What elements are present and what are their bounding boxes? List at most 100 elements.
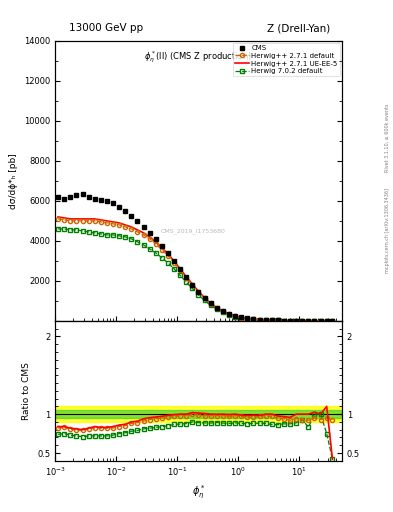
Text: 13000 GeV pp: 13000 GeV pp [69,23,143,33]
CMS [196,289,201,295]
Line: Herwig++ 2.7.1 default: Herwig++ 2.7.1 default [56,217,334,323]
CMS [263,317,268,323]
Herwig++ 2.7.1 default [68,218,73,224]
Herwig++ 2.7.1 UE-EE-5 [111,219,116,225]
Herwig 7.0.2 default [300,317,305,324]
Herwig++ 2.7.1 default [282,317,286,324]
Herwig 7.0.2 default [318,318,323,324]
Herwig++ 2.7.1 default [117,222,121,228]
Herwig++ 2.7.1 default [56,216,61,222]
CMS [98,197,103,203]
Herwig++ 2.7.1 default [220,308,225,314]
CMS [111,200,116,206]
Herwig++ 2.7.1 UE-EE-5 [196,288,201,294]
Text: CMS_2019_I1753680: CMS_2019_I1753680 [160,228,225,234]
CMS [208,301,213,307]
Herwig 7.0.2 default [105,232,109,238]
Herwig 7.0.2 default [80,228,85,234]
Herwig 7.0.2 default [312,318,317,324]
Herwig++ 2.7.1 UE-EE-5 [117,220,121,226]
Text: Z (Drell-Yan): Z (Drell-Yan) [267,23,330,33]
CMS [56,194,61,200]
Herwig++ 2.7.1 default [306,317,311,324]
CMS [80,191,85,197]
Herwig 7.0.2 default [98,231,103,237]
CMS [324,318,329,324]
Herwig++ 2.7.1 UE-EE-5 [257,316,262,323]
CMS [105,198,109,204]
CMS [239,314,244,321]
CMS [117,204,121,210]
Herwig++ 2.7.1 UE-EE-5 [129,224,134,230]
Herwig++ 2.7.1 UE-EE-5 [190,281,195,287]
CMS [178,266,182,272]
CMS [165,250,170,256]
Herwig 7.0.2 default [135,239,140,245]
CMS [282,317,286,324]
Herwig++ 2.7.1 default [74,218,79,224]
Line: Herwig++ 2.7.1 UE-EE-5: Herwig++ 2.7.1 UE-EE-5 [58,217,332,321]
Herwig 7.0.2 default [324,318,329,324]
Herwig 7.0.2 default [129,236,134,242]
Text: Rivet 3.1.10, ≥ 600k events: Rivet 3.1.10, ≥ 600k events [385,104,390,173]
Herwig 7.0.2 default [68,227,73,233]
CMS [318,318,323,324]
Herwig 7.0.2 default [165,260,170,266]
Herwig 7.0.2 default [263,317,268,323]
CMS [202,295,207,301]
Herwig++ 2.7.1 default [324,318,329,324]
Herwig++ 2.7.1 UE-EE-5 [245,315,250,322]
Herwig++ 2.7.1 default [111,221,116,227]
CMS [135,218,140,224]
Herwig 7.0.2 default [245,316,250,322]
Herwig++ 2.7.1 default [147,236,152,242]
Herwig++ 2.7.1 default [270,317,274,324]
Herwig++ 2.7.1 UE-EE-5 [300,317,305,324]
Herwig++ 2.7.1 UE-EE-5 [233,313,237,319]
CMS [245,315,250,322]
Herwig++ 2.7.1 default [233,313,237,319]
CMS [251,316,256,322]
Herwig++ 2.7.1 default [184,275,189,281]
Herwig++ 2.7.1 UE-EE-5 [68,216,73,222]
Herwig 7.0.2 default [282,317,286,324]
CMS [300,317,305,324]
Herwig 7.0.2 default [111,232,116,238]
CMS [147,230,152,236]
Herwig++ 2.7.1 default [190,282,195,288]
Herwig++ 2.7.1 UE-EE-5 [135,227,140,233]
CMS [141,224,146,230]
Herwig 7.0.2 default [257,317,262,323]
Herwig 7.0.2 default [74,227,79,233]
Herwig 7.0.2 default [56,226,61,232]
Herwig++ 2.7.1 UE-EE-5 [239,314,244,321]
Herwig 7.0.2 default [184,279,189,285]
CMS [227,311,231,317]
Herwig++ 2.7.1 UE-EE-5 [306,317,311,324]
Herwig 7.0.2 default [330,318,335,324]
CMS [92,196,97,202]
Herwig++ 2.7.1 default [245,315,250,322]
Herwig++ 2.7.1 default [275,317,280,324]
CMS [153,236,158,242]
Herwig++ 2.7.1 default [251,316,256,322]
Herwig++ 2.7.1 default [62,217,66,223]
Herwig++ 2.7.1 UE-EE-5 [330,318,335,324]
Herwig++ 2.7.1 UE-EE-5 [178,266,182,272]
CMS [160,243,164,249]
Herwig++ 2.7.1 default [141,232,146,238]
Herwig++ 2.7.1 UE-EE-5 [312,317,317,324]
Herwig 7.0.2 default [160,255,164,261]
CMS [74,192,79,198]
Herwig++ 2.7.1 UE-EE-5 [324,318,329,324]
Herwig++ 2.7.1 UE-EE-5 [251,316,256,322]
CMS [215,305,219,311]
Text: mcplots.cern.ch [arXiv:1306.3436]: mcplots.cern.ch [arXiv:1306.3436] [385,188,390,273]
CMS [257,316,262,323]
Herwig++ 2.7.1 default [86,218,91,224]
Herwig++ 2.7.1 default [208,301,213,307]
CMS [294,317,299,324]
Herwig++ 2.7.1 default [318,318,323,324]
Herwig++ 2.7.1 UE-EE-5 [141,230,146,236]
Herwig++ 2.7.1 UE-EE-5 [86,216,91,222]
